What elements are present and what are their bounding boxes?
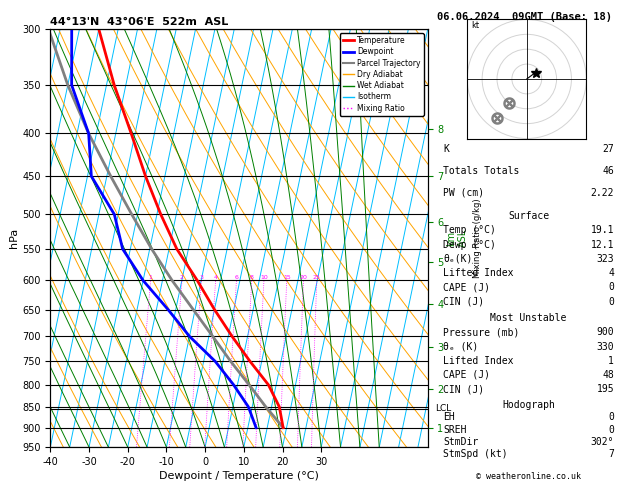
Text: 10: 10 [260, 276, 268, 280]
Text: Totals Totals: Totals Totals [443, 166, 520, 176]
Text: CAPE (J): CAPE (J) [443, 370, 491, 380]
Text: PW (cm): PW (cm) [443, 188, 484, 198]
Text: 27: 27 [603, 144, 614, 154]
Text: 06.06.2024  09GMT (Base: 18): 06.06.2024 09GMT (Base: 18) [437, 12, 612, 22]
Text: LCL: LCL [435, 404, 452, 414]
Text: StmSpd (kt): StmSpd (kt) [443, 449, 508, 459]
Text: CAPE (J): CAPE (J) [443, 282, 491, 292]
Text: 6: 6 [235, 276, 238, 280]
X-axis label: Dewpoint / Temperature (°C): Dewpoint / Temperature (°C) [159, 471, 319, 481]
Text: 8: 8 [250, 276, 253, 280]
Text: 900: 900 [596, 328, 614, 337]
Text: 302°: 302° [591, 437, 614, 447]
Text: 19.1: 19.1 [591, 226, 614, 235]
Legend: Temperature, Dewpoint, Parcel Trajectory, Dry Adiabat, Wet Adiabat, Isotherm, Mi: Temperature, Dewpoint, Parcel Trajectory… [340, 33, 424, 116]
Text: 20: 20 [299, 276, 308, 280]
Text: 46: 46 [603, 166, 614, 176]
Text: StmDir: StmDir [443, 437, 479, 447]
Text: Pressure (mb): Pressure (mb) [443, 328, 520, 337]
Text: Lifted Index: Lifted Index [443, 268, 514, 278]
Text: 4: 4 [214, 276, 218, 280]
Text: 4: 4 [608, 268, 614, 278]
Text: CIN (J): CIN (J) [443, 384, 484, 394]
Text: 25: 25 [313, 276, 321, 280]
Text: 0: 0 [608, 413, 614, 422]
Text: θₑ (K): θₑ (K) [443, 342, 479, 351]
Text: 323: 323 [596, 254, 614, 264]
Text: Temp (°C): Temp (°C) [443, 226, 496, 235]
Text: 48: 48 [603, 370, 614, 380]
Text: EH: EH [443, 413, 455, 422]
Text: 0: 0 [608, 282, 614, 292]
Text: CIN (J): CIN (J) [443, 296, 484, 307]
Text: 44°13'N  43°06'E  522m  ASL: 44°13'N 43°06'E 522m ASL [50, 17, 228, 27]
Text: θₑ(K): θₑ(K) [443, 254, 473, 264]
Text: K: K [443, 144, 449, 154]
Text: Dewp (°C): Dewp (°C) [443, 240, 496, 250]
Text: Lifted Index: Lifted Index [443, 356, 514, 365]
Text: © weatheronline.co.uk: © weatheronline.co.uk [476, 472, 581, 481]
Text: 3: 3 [199, 276, 203, 280]
Text: Mixing Ratio (g/kg): Mixing Ratio (g/kg) [473, 198, 482, 278]
Text: 12.1: 12.1 [591, 240, 614, 250]
Text: 2.22: 2.22 [591, 188, 614, 198]
Y-axis label: hPa: hPa [9, 228, 19, 248]
Text: 7: 7 [608, 449, 614, 459]
Text: Hodograph: Hodograph [502, 400, 555, 410]
Text: SREH: SREH [443, 425, 467, 434]
Text: 15: 15 [283, 276, 291, 280]
Text: 0: 0 [608, 296, 614, 307]
Text: 330: 330 [596, 342, 614, 351]
Text: 195: 195 [596, 384, 614, 394]
Text: Most Unstable: Most Unstable [491, 313, 567, 323]
Text: 1: 1 [148, 276, 153, 280]
Text: 1: 1 [608, 356, 614, 365]
Text: kt: kt [472, 21, 480, 30]
Y-axis label: km
ASL: km ASL [447, 229, 468, 247]
Text: 0: 0 [608, 425, 614, 434]
Text: 2: 2 [180, 276, 184, 280]
Text: Surface: Surface [508, 211, 549, 221]
